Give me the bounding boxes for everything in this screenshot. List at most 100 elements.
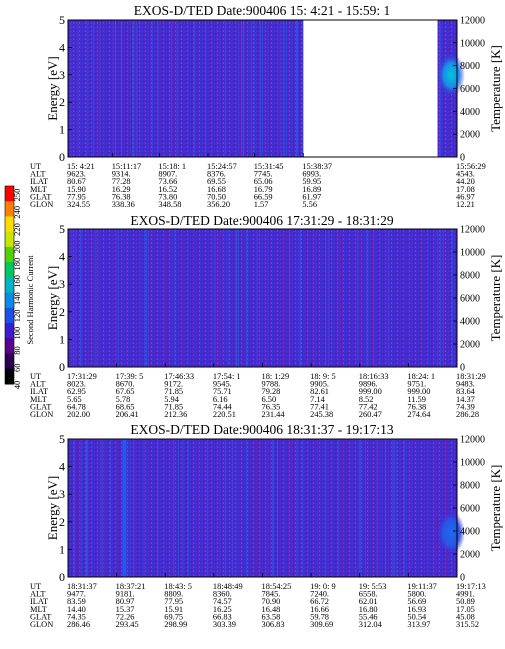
row-value-ut: 15:18: 1 [158, 162, 186, 171]
row-value-ilat: 56.69 [407, 597, 426, 606]
spectrogram-streak [267, 439, 269, 577]
spectrogram-streak [153, 229, 155, 367]
spectrogram-streak [261, 439, 263, 577]
row-value-ilat: 67.65 [116, 387, 135, 396]
row-value-glon: 306.83 [262, 620, 285, 629]
row-label: MLT [30, 395, 47, 404]
row-label: GLON [30, 410, 53, 419]
row-value-ut: 19:17:13 [456, 582, 486, 591]
row-value-alt: 4543. [456, 170, 475, 179]
spectrogram-streak [372, 229, 374, 367]
spectrogram-streak [243, 20, 245, 157]
spectrogram-streak [134, 20, 136, 157]
row-value-glat: 69.75 [164, 612, 183, 621]
spectrogram-streak [406, 229, 408, 367]
spectrogram-streak [225, 439, 227, 577]
row-value-alt: 7745. [254, 170, 273, 179]
spectrogram-streak [328, 229, 330, 367]
spectrogram-streak [261, 20, 263, 157]
row-value-ilat: 69.55 [207, 177, 226, 186]
row-label: UT [30, 162, 41, 171]
row-label: MLT [30, 605, 47, 614]
spectrogram-streak [151, 20, 153, 157]
row-value-glon: 293.45 [116, 620, 139, 629]
row-value-alt: 7845. [262, 590, 281, 599]
row-value-glat: 77.95 [67, 192, 86, 201]
y2-tick-label: 2000 [460, 340, 480, 351]
panel-title: EXOS-D/TED Date:900406 18:31:37 - 19:17:… [130, 422, 393, 437]
spectrogram-streak [188, 439, 189, 577]
row-value-glat: 71.85 [164, 402, 183, 411]
row-value-mlt: 14.40 [67, 605, 86, 614]
row-value-glon: 356.20 [207, 200, 230, 209]
colorbar-swatch [5, 277, 14, 294]
row-value-ilat: 44.20 [456, 177, 475, 186]
row-value-mlt: 16.29 [112, 185, 131, 194]
spectrogram-streak [305, 229, 307, 367]
colorbar-tick-label: 100 [12, 327, 22, 340]
spectrogram-streak [146, 229, 147, 367]
spectrogram-streak [178, 20, 180, 157]
spectrogram-streak [332, 439, 334, 577]
spectrogram-streak [258, 20, 260, 157]
spectrogram-streak [98, 20, 100, 157]
spectrogram-streak [365, 439, 367, 577]
spectrogram-streak [404, 439, 405, 577]
row-value-glat: 66.59 [254, 192, 273, 201]
row-value-glat: 76.38 [407, 402, 426, 411]
spectrogram-streak [236, 229, 237, 367]
spectrogram-streak [435, 439, 437, 577]
spectrogram-streak [224, 20, 226, 157]
colorbar-tick-label: 200 [12, 240, 22, 253]
spectrogram-streak [251, 20, 252, 157]
spectrogram-streak [292, 439, 294, 577]
spectrogram-streak [102, 20, 104, 157]
row-value-glat: 63.58 [262, 612, 281, 621]
y-tick-label: 4 [59, 250, 65, 264]
spectrogram-streak [166, 229, 167, 367]
spectrogram-streak [192, 229, 194, 367]
colorbar-swatch [5, 292, 14, 309]
row-value-ut: 18:16:33 [359, 372, 389, 381]
row-value-glon: 324.55 [67, 200, 90, 209]
spectrogram-streak [117, 439, 119, 577]
spectrogram-streak [182, 439, 184, 577]
row-value-glat: 76.35 [262, 402, 281, 411]
row-value-mlt: 11.59 [407, 395, 426, 404]
spectrogram-streak [80, 229, 82, 367]
row-value-glon: 312.04 [359, 620, 383, 629]
spectrogram-streak [180, 439, 182, 577]
spectrogram-streak [273, 439, 274, 577]
row-value-ut: 18:43: 5 [164, 582, 192, 591]
row-value-ut: 17:46:33 [164, 372, 194, 381]
spectrogram-streak [171, 20, 173, 157]
y-axis-label: Energy [eV] [45, 476, 60, 540]
spectrogram-streak [133, 20, 135, 157]
row-value-mlt: 14.37 [456, 395, 475, 404]
y-axis-label: Energy [eV] [45, 266, 60, 330]
row-value-ilat: 83.64 [456, 387, 476, 396]
row-value-glat: 45.08 [456, 612, 475, 621]
row-label: GLON [30, 200, 53, 209]
spectrogram-streak [260, 20, 261, 157]
y2-tick-label: 2000 [460, 550, 480, 561]
spectrogram-streak [71, 229, 73, 367]
spectrogram-streak [253, 20, 255, 157]
spectrogram-streak [129, 439, 131, 577]
row-label: ALT [30, 380, 46, 389]
y-tick-label: 2 [59, 95, 65, 109]
y2-tick-label: 10000 [460, 38, 485, 49]
row-value-glat: 73.80 [158, 192, 177, 201]
y-tick-label: 2 [59, 515, 65, 529]
row-value-alt: 9623. [67, 170, 86, 179]
y-tick-label: 0 [59, 360, 65, 374]
y-tick-label: 0 [59, 150, 65, 164]
row-label: ALT [30, 590, 46, 599]
row-value-ut: 15:24:57 [207, 162, 237, 171]
row-value-mlt: 7.14 [310, 395, 325, 404]
spectrogram-streak [86, 439, 87, 577]
row-value-mlt: 16.52 [158, 185, 177, 194]
panel-title: EXOS-D/TED Date:900406 17:31:29 - 18:31:… [130, 213, 393, 228]
row-value-glat: 77.41 [310, 402, 329, 411]
spectrogram-streak [87, 439, 88, 577]
